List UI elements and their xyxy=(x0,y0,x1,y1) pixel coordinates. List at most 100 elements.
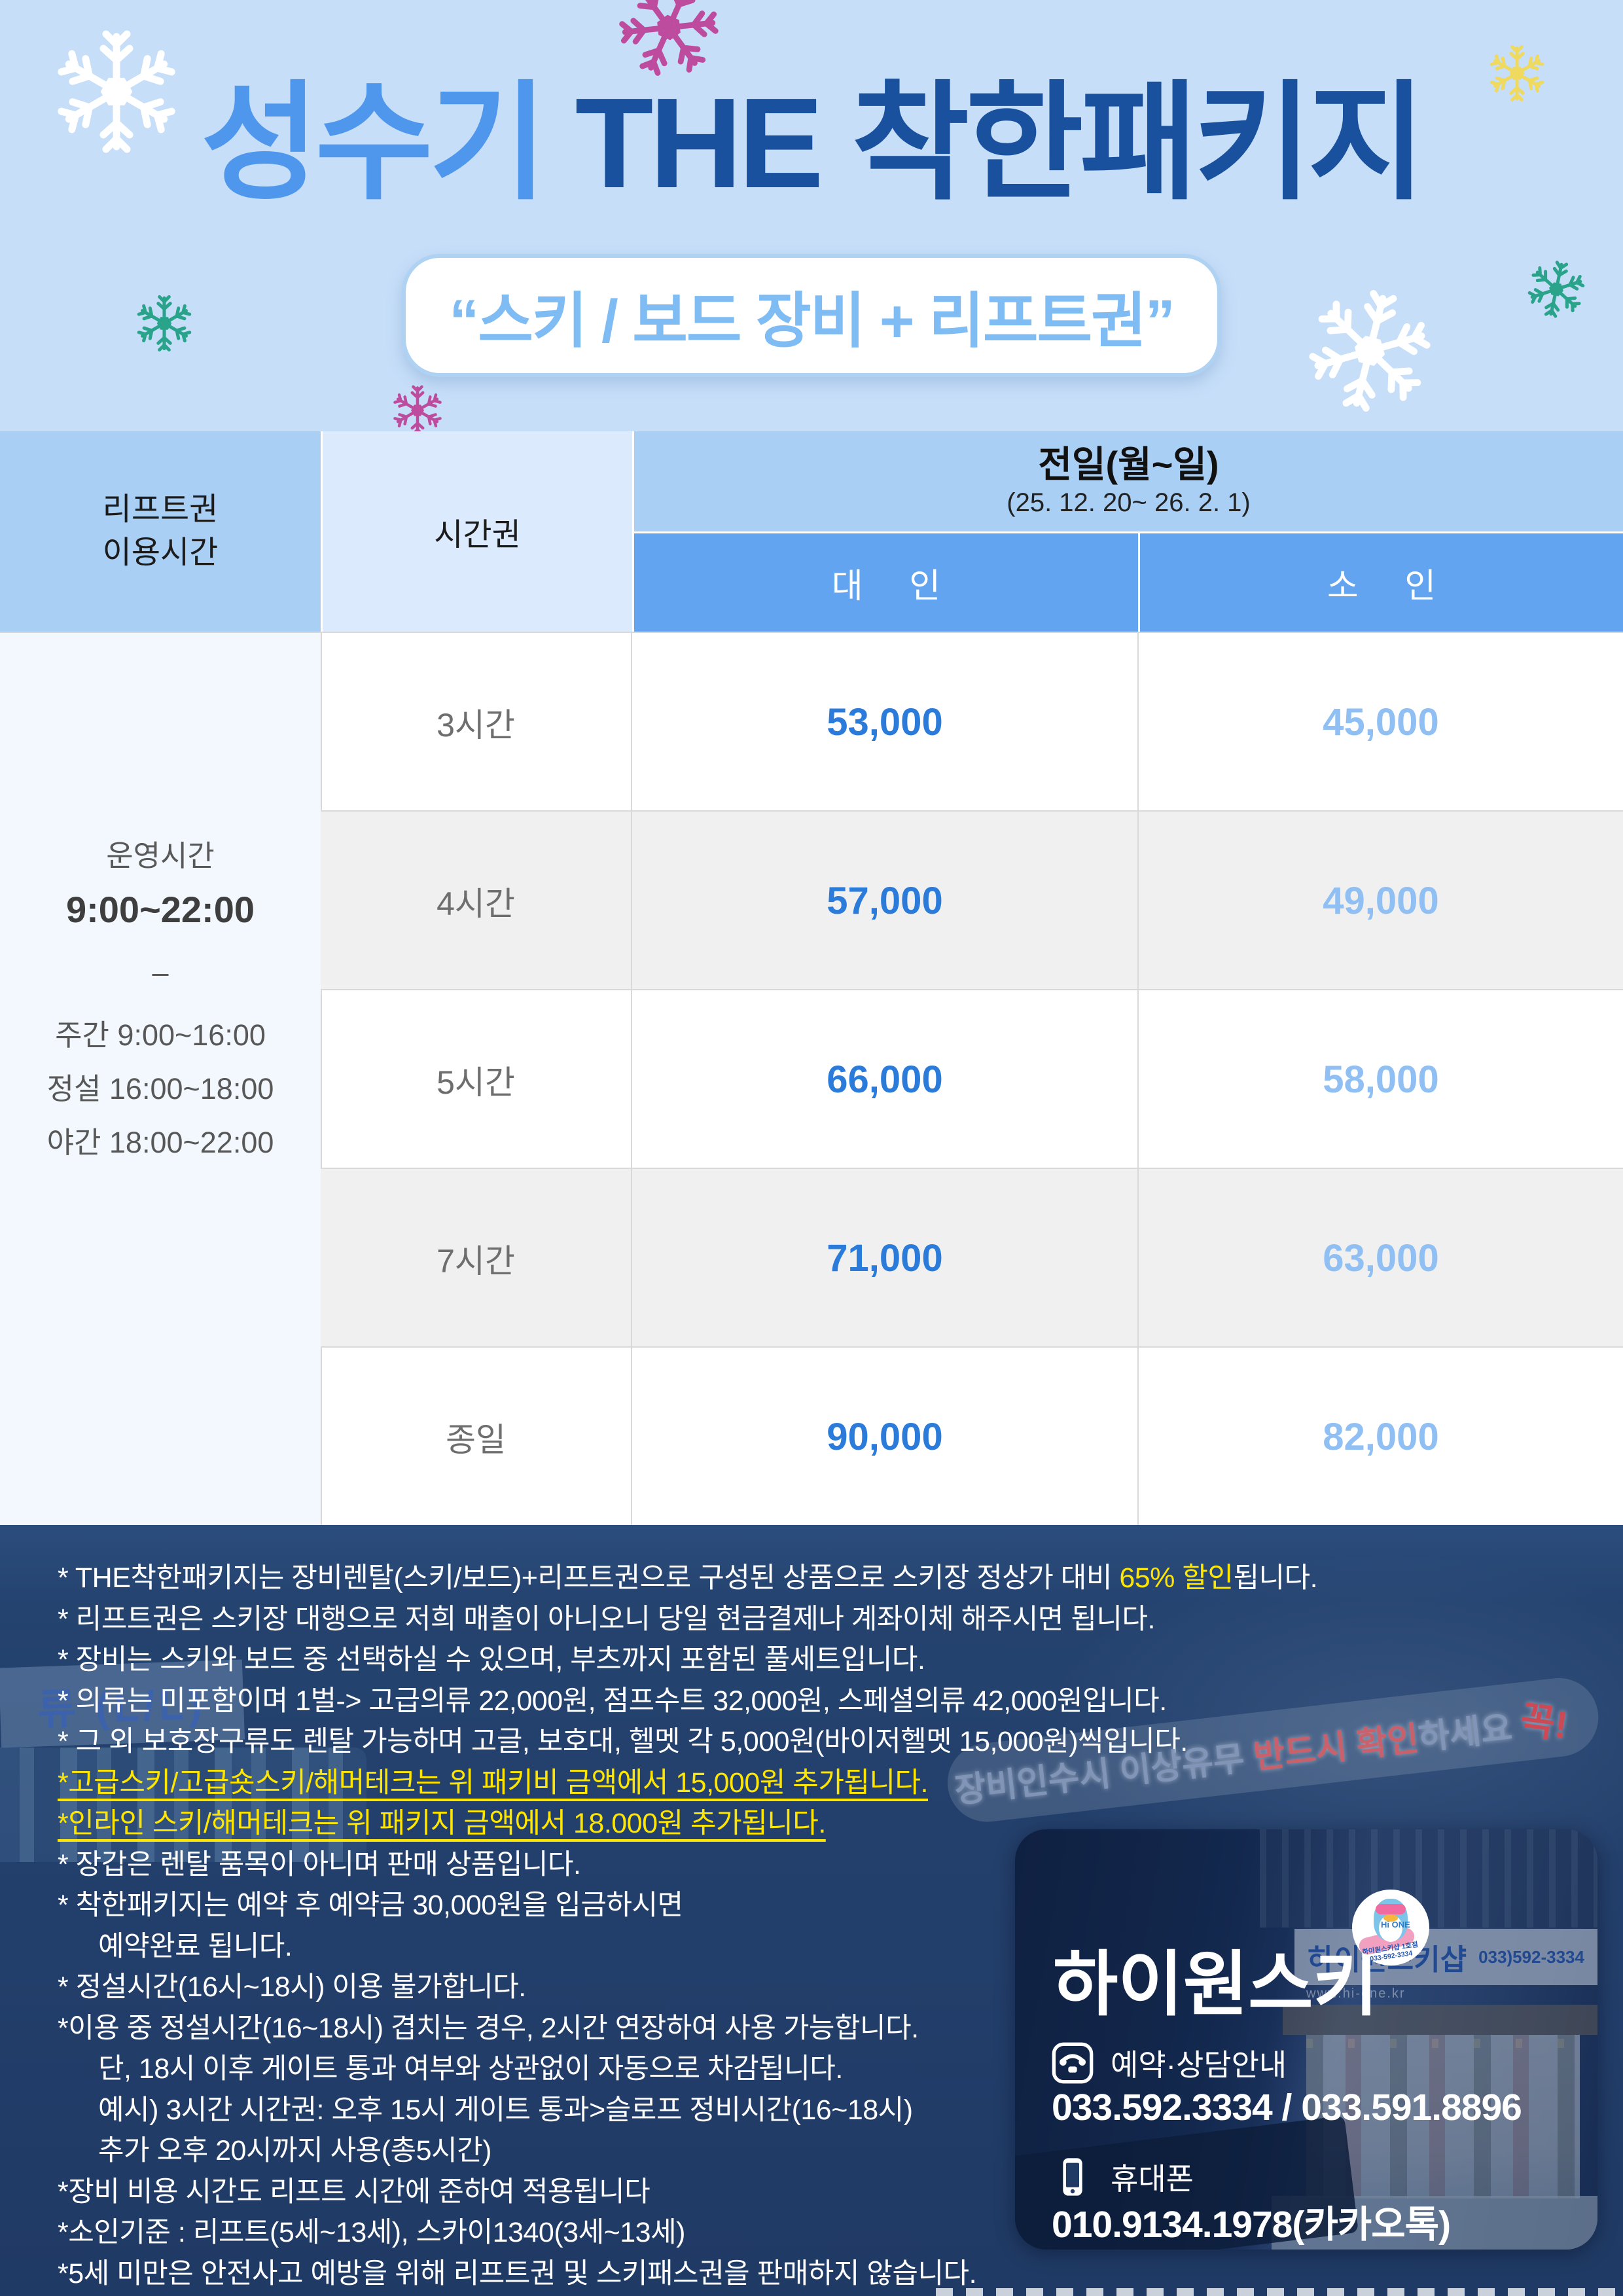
price-table-body: 운영시간 9:00~22:00 – 주간 9:00~16:00 정설 16:00… xyxy=(0,632,1623,1526)
note-line: * 장갑은 렌탈 품목이 아니며 판매 상품입니다. xyxy=(58,1848,581,1880)
notes-section: 류 (L/L) * THE착한패키지는 장비렌탈(스키/보드)+리프트권으로 구… xyxy=(0,1525,1623,2296)
note-line: *고급스키/고급숏스키/해머테크는 위 패키비 금액에서 15,000원 추가됩… xyxy=(58,1767,929,1799)
note-line: 추가 오후 20시까지 사용(총5시간) xyxy=(98,2135,491,2166)
cropped-text-line xyxy=(936,2288,1623,2296)
table-row: 종일 90,000 82,000 xyxy=(321,1346,1623,1526)
snowflake-icon xyxy=(134,293,194,353)
adult-header-label: 대 인 xyxy=(831,567,959,605)
page-title: 성수기 THE 착한패키지 xyxy=(0,63,1623,223)
table-row: 7시간 71,000 63,000 xyxy=(321,1168,1623,1348)
note-line: * 착한패키지는 예약 후 예약금 30,000원을 입금하시면 xyxy=(58,1890,683,1921)
note-line: *이용 중 정설시간(16~18시) 겹치는 경우, 2시간 연장하여 사용 가… xyxy=(58,2012,919,2044)
operating-hours-cell: 운영시간 9:00~22:00 – 주간 9:00~16:00 정설 16:00… xyxy=(0,632,322,1526)
table-row: 3시간 53,000 45,000 xyxy=(321,632,1623,812)
child-price-cell: 45,000 xyxy=(1323,701,1439,744)
photo-sign-web: www.hi-one.kr xyxy=(1306,1986,1406,2001)
photo-wood-band xyxy=(1283,2005,1597,2035)
header: 성수기 THE 착한패키지 “스키 / 보드 장비 + 리프트권” xyxy=(0,0,1623,431)
note-line: *인라인 스키/해머테크는 위 패키지 금액에서 18.000원 추가됩니다. xyxy=(58,1808,826,1839)
header-cell-adult: 대 인 xyxy=(634,533,1138,632)
adult-price-cell: 53,000 xyxy=(632,633,1139,812)
header-cell-period: 전일(월~일) (25. 12. 20~ 26. 2. 1) xyxy=(634,431,1623,531)
period-title: 전일(월~일) xyxy=(1038,443,1219,485)
subtitle-text: “스키 / 보드 장비 + 리프트권” xyxy=(449,287,1175,355)
note-line: *소인기준 : 리프트(5세~13세), 스카이1340(3세~13세) xyxy=(58,2217,685,2248)
shop-photo: 하이원스키샵 033)592-3334 www.hi-one.kr xyxy=(1015,1829,1597,2250)
logo-hione-text: Hi ONE xyxy=(1381,1920,1410,1929)
photo-lights xyxy=(1306,2039,1580,2048)
snowflake-icon xyxy=(1292,273,1448,429)
lift-header-line2: 이용시간 xyxy=(102,535,219,570)
time-cell: 종일 xyxy=(321,1348,632,1526)
penguin-beak xyxy=(1383,1914,1398,1922)
snowflake-icon xyxy=(1520,253,1592,325)
operating-grooming-hours: 정설 16:00~18:00 xyxy=(46,1072,274,1105)
time-cell: 7시간 xyxy=(321,1169,632,1348)
contact-card: 하이원스키샵 033)592-3334 www.hi-one.kr 하이원스키 … xyxy=(1015,1829,1597,2250)
discount-highlight: 65% 할인 xyxy=(1119,1562,1234,1594)
ticket-header-label: 시간권 xyxy=(434,518,521,552)
adult-price-cell: 71,000 xyxy=(632,1169,1139,1348)
time-cell: 3시간 xyxy=(321,633,632,812)
header-cell-ticket: 시간권 xyxy=(323,431,632,632)
hione-penguin-logo: Hi ONE 하이원스키샵 1호점 033-592-3334 xyxy=(1352,1890,1429,1965)
child-price-cell: 58,000 xyxy=(1323,1058,1439,1101)
note-line: 단, 18시 이후 게이트 통과 여부와 상관없이 자동으로 차감됩니다. xyxy=(98,2053,843,2085)
note-line: 예시) 3시간 시간권: 오후 15시 게이트 통과>슬로프 정비시간(16~1… xyxy=(98,2094,913,2126)
photo-remnant-jackets xyxy=(0,1748,366,1862)
operating-day-hours: 주간 9:00~16:00 xyxy=(55,1018,266,1052)
notes-list: * THE착한패키지는 장비렌탈(스키/보드)+리프트권으로 구성된 상품으로 … xyxy=(58,1558,1582,2294)
operating-label: 운영시간 xyxy=(106,839,215,872)
adult-price-cell: 90,000 xyxy=(632,1348,1139,1526)
watermark-red2: 꼭! xyxy=(1517,1698,1570,1747)
title-light-part: 성수기 xyxy=(201,71,575,215)
note-line: *장비 비용 시간도 리프트 시간에 준하여 적용됩니다 xyxy=(58,2176,651,2208)
adult-price-cell: 57,000 xyxy=(632,812,1139,990)
note-line: 예약완료 됩니다. xyxy=(98,1930,293,1962)
header-cell-child: 소 인 xyxy=(1140,533,1623,632)
lift-header-line1: 리프트권 xyxy=(102,492,219,527)
mobile-label: 휴대폰 xyxy=(1111,2162,1194,2196)
watermark-part2: 하세요 xyxy=(1416,1709,1514,1758)
table-row: 5시간 66,000 58,000 xyxy=(321,989,1623,1169)
photo-navy-tint xyxy=(1015,1829,1597,2250)
note-line: *5세 미만은 안전사고 예방을 위해 리프트권 및 스키패스권을 판매하지 않… xyxy=(58,2257,977,2289)
time-cell: 4시간 xyxy=(321,812,632,990)
note-line: * 그 외 보호장구류도 렌탈 가능하며 고글, 보호대, 헬멧 각 5,000… xyxy=(58,1726,1188,1757)
adult-price-cell: 66,000 xyxy=(632,990,1139,1169)
photo-remnant-glow xyxy=(1034,1551,1623,1852)
photo-board-racks xyxy=(1306,2035,1580,2198)
phone-numbers: 033.592.3334 / 033.591.8896 xyxy=(1052,2087,1522,2128)
note-line: * 의류는 미포함이며 1벌-> 고급의류 22,000원, 점프수트 32,0… xyxy=(58,1685,1167,1717)
brand-title: 하이원스키 xyxy=(1053,1945,1378,2024)
child-price-cell: 63,000 xyxy=(1323,1237,1439,1280)
note-line: * 리프트권은 스키장 대행으로 저희 매출이 아니오니 당일 현금결제나 계좌… xyxy=(58,1603,1155,1635)
reserve-label: 예약·상담안내 xyxy=(1111,2048,1287,2082)
mobile-row: 휴대폰 xyxy=(1052,2155,1194,2198)
photo-storefront xyxy=(1306,2035,1580,2198)
operating-night-hours: 야간 18:00~22:00 xyxy=(46,1126,274,1159)
table-row: 4시간 57,000 49,000 xyxy=(321,810,1623,990)
price-grid: 3시간 53,000 45,000 4시간 57,000 49,000 5시간 66,000 5… xyxy=(321,632,1623,1526)
phone-icon xyxy=(1052,2042,1094,2084)
header-cell-lift-time: 리프트권 이용시간 xyxy=(0,431,321,632)
mobile-number: 010.9134.1978(카카오톡) xyxy=(1052,2204,1451,2246)
note-line: * 장비는 스키와 보드 중 선택하실 수 있으며, 부츠까지 포함된 풀세트입… xyxy=(58,1644,925,1676)
snowflake-icon xyxy=(391,384,444,437)
operating-main-hours: 9:00~22:00 xyxy=(65,889,255,930)
child-price-cell: 82,000 xyxy=(1323,1416,1439,1458)
period-dates: (25. 12. 20~ 26. 2. 1) xyxy=(1007,488,1251,517)
photo-sign-phone: 033)592-3334 xyxy=(1478,1946,1584,1967)
subtitle-box: “스키 / 보드 장비 + 리프트권” xyxy=(402,254,1221,377)
note-line: * THE착한패키지는 장비렌탈(스키/보드)+리프트권으로 구성된 상품으로 … xyxy=(58,1562,1318,1594)
note-line: * 정설시간(16시~18시) 이용 불가합니다. xyxy=(58,1971,526,2003)
photo-balcony xyxy=(1259,1829,1597,1928)
child-price-cell: 49,000 xyxy=(1323,880,1439,922)
reserve-row: 예약·상담안내 xyxy=(1052,2041,1287,2085)
time-cell: 5시간 xyxy=(321,990,632,1169)
mobile-icon xyxy=(1052,2156,1094,2198)
title-dark-part: THE 착한패키지 xyxy=(575,71,1426,215)
penguin-goggles xyxy=(1376,1904,1406,1914)
operating-dash: – xyxy=(152,956,169,989)
child-header-label: 소 인 xyxy=(1327,567,1455,605)
